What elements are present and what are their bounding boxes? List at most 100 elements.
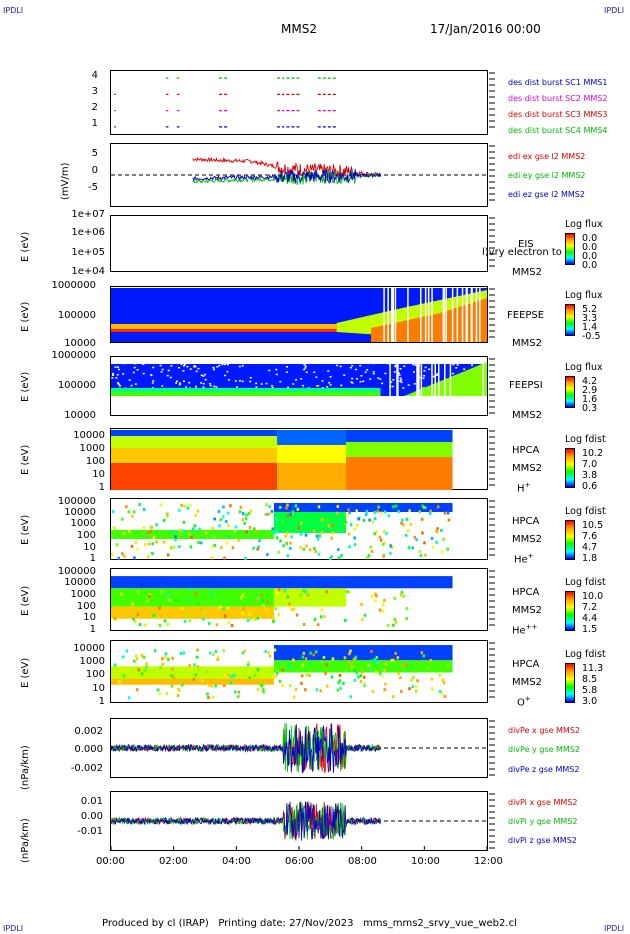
- feepsi-speckle: [204, 378, 207, 381]
- hpca-speckle: [431, 545, 435, 549]
- hpca-h-cbar-tick: 10.2: [582, 448, 604, 459]
- feepsi-sc: MMS2: [512, 410, 542, 421]
- feepsi-speckle: [167, 369, 170, 372]
- feepsi-speckle: [394, 365, 397, 368]
- feepse-gap: [451, 288, 454, 342]
- feepsi-speckle: [275, 368, 278, 371]
- hpca-speckle: [308, 673, 311, 677]
- feepsi-speckle: [301, 384, 304, 387]
- hpca-speckle: [288, 593, 291, 597]
- feepsi-speckle: [215, 362, 218, 365]
- hpca-speckle: [262, 687, 265, 691]
- hpca-band: [277, 463, 346, 490]
- feepsi-speckle: [216, 365, 219, 368]
- hpca-speckle: [429, 659, 433, 663]
- hpca-speckle: [384, 662, 388, 666]
- feepsi-speckle: [284, 362, 287, 365]
- hpca-speckle: [143, 591, 146, 595]
- hpca-speckle: [258, 682, 262, 686]
- hpca-speckle: [210, 684, 214, 688]
- hpca-speckle: [146, 531, 149, 535]
- hpca-speckle: [244, 517, 248, 521]
- corner-label-br: IPDLI: [604, 924, 625, 933]
- hpca-speckle: [115, 543, 119, 547]
- hpca-speckle: [390, 545, 393, 549]
- hpca-speckle: [287, 514, 290, 518]
- hpca-speckle: [132, 510, 136, 514]
- hpca-speckle: [131, 602, 134, 606]
- hpca-speckle: [325, 663, 328, 667]
- hpca-speckle: [314, 514, 317, 518]
- hpca-band: [277, 445, 346, 463]
- hpca-speckle: [214, 684, 217, 688]
- species-name: He: [512, 625, 526, 637]
- hpca-speckle: [172, 545, 176, 549]
- hpca-speckle: [278, 679, 282, 683]
- hpca-speckle: [234, 690, 237, 694]
- feepsi-speckle: [279, 380, 282, 383]
- feepsi-speckle: [209, 383, 212, 385]
- hpca-speckle: [401, 518, 404, 522]
- hpca-he1-cbar-title: Log fdist: [565, 506, 606, 517]
- hpca-speckle: [151, 542, 154, 546]
- hpca-speckle: [378, 535, 382, 539]
- feepsi-ylabel: E (eV): [20, 371, 31, 402]
- hpca-speckle: [323, 615, 326, 619]
- hpca-speckle: [369, 667, 372, 671]
- corner-label-tl: IPDLI: [3, 6, 24, 15]
- hpca-speckle: [353, 669, 356, 673]
- hpca-speckle: [256, 616, 259, 620]
- hpca-band: [277, 430, 346, 445]
- feepsi-speckle: [213, 385, 216, 388]
- hpca-speckle: [214, 596, 218, 600]
- feepsi-cbar-tick: 4.2: [582, 376, 598, 387]
- hpca-speckle: [326, 517, 329, 521]
- feepse-gap: [383, 288, 385, 342]
- feepsi-speckle: [114, 366, 117, 368]
- hpca-speckle: [222, 649, 225, 653]
- hpca-o-cbar-tick: 3.0: [582, 696, 598, 707]
- hpca-band: [111, 430, 278, 436]
- hpca-speckle: [194, 514, 197, 518]
- feepsi-speckle: [463, 368, 466, 370]
- hpca-speckle: [208, 683, 211, 687]
- feepsi-speckle: [436, 373, 439, 375]
- feepsi-speckle: [364, 371, 367, 373]
- feepsi-speckle: [372, 371, 375, 373]
- feepsi-speckle: [151, 387, 154, 389]
- hpca-speckle: [291, 510, 295, 514]
- hpca-o-instrument: HPCA: [512, 659, 540, 670]
- hpca-speckle: [183, 504, 186, 508]
- feepsi-speckle: [271, 386, 274, 389]
- hpca-speckle: [353, 527, 356, 531]
- hpca-speckle: [360, 603, 363, 607]
- feepsi-speckle: [195, 370, 198, 373]
- hpca-speckle: [404, 663, 408, 667]
- hpca-speckle: [349, 695, 352, 699]
- feepsi-speckle: [397, 372, 400, 374]
- hpca-speckle: [136, 547, 139, 551]
- feepsi-speckle: [452, 363, 455, 366]
- hpca-speckle: [227, 535, 231, 539]
- hpca-speckle: [237, 538, 240, 542]
- hpca-speckle: [354, 655, 358, 659]
- feepsi-speckle: [134, 362, 137, 365]
- hpca-he1-ytick: 10: [83, 542, 96, 553]
- feepsi-speckle: [116, 366, 119, 368]
- feepsi-speckle: [277, 362, 280, 364]
- hpca-speckle: [132, 617, 135, 621]
- hpca-o-cbar-tick: 11.3: [582, 663, 604, 674]
- hpca-h-ylabel: E (eV): [20, 444, 31, 475]
- divpi-ytick: -0.01: [77, 826, 103, 837]
- feepsi-speckle: [360, 374, 363, 377]
- feepsi-speckle: [340, 384, 343, 387]
- hpca-speckle: [393, 617, 397, 621]
- feepsi-speckle: [122, 373, 125, 375]
- hpca-speckle: [214, 650, 218, 654]
- hpca-speckle: [288, 683, 292, 687]
- feepsi-speckle: [200, 374, 203, 377]
- hpca-speckle: [142, 655, 146, 659]
- feepsi-speckle: [175, 382, 178, 384]
- hpca-speckle: [229, 681, 233, 685]
- hpca-speckle: [215, 623, 219, 627]
